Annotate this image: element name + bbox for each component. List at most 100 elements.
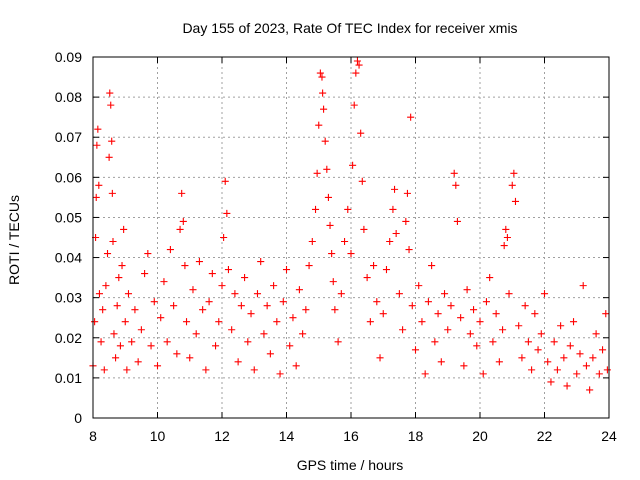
- data-point: [186, 354, 194, 362]
- axis-ticks: [92, 56, 610, 419]
- data-point: [295, 286, 303, 294]
- data-point: [470, 306, 478, 314]
- data-point: [157, 314, 165, 322]
- data-point: [492, 310, 500, 318]
- data-point: [349, 161, 357, 169]
- data-point: [218, 282, 226, 290]
- data-point: [95, 181, 103, 189]
- data-point: [215, 318, 223, 326]
- data-point: [452, 181, 460, 189]
- data-point: [390, 185, 399, 193]
- data-point: [560, 354, 568, 362]
- data-point: [407, 113, 415, 121]
- data-point: [241, 274, 249, 282]
- data-point: [382, 266, 391, 274]
- data-point: [379, 310, 387, 318]
- data-point: [415, 282, 423, 290]
- data-point: [118, 262, 126, 270]
- data-point: [392, 229, 400, 238]
- x-tick-label: 22: [537, 428, 553, 444]
- data-point: [329, 278, 337, 286]
- data-point: [466, 330, 474, 338]
- data-point: [531, 310, 539, 318]
- data-point: [115, 274, 123, 282]
- data-point: [221, 177, 229, 185]
- data-point: [112, 354, 120, 362]
- y-tick-label: 0.01: [55, 370, 82, 386]
- data-point: [576, 350, 584, 358]
- data-point: [316, 69, 324, 77]
- x-tick-label: 16: [343, 428, 359, 444]
- data-point: [502, 225, 510, 234]
- data-point: [573, 370, 581, 378]
- x-tick-label: 14: [279, 428, 295, 444]
- data-point: [205, 298, 213, 306]
- data-point: [495, 358, 503, 366]
- data-point: [511, 197, 520, 205]
- data-point: [116, 342, 124, 350]
- data-point: [308, 237, 316, 246]
- scatter-points: [89, 57, 611, 394]
- data-point: [311, 205, 320, 213]
- data-point: [220, 233, 228, 242]
- data-point: [586, 386, 594, 394]
- data-point: [313, 169, 321, 177]
- data-point: [566, 342, 574, 350]
- data-point: [460, 362, 468, 370]
- data-point: [447, 302, 455, 310]
- data-point: [557, 322, 565, 330]
- data-point: [134, 358, 142, 366]
- data-point: [592, 330, 600, 338]
- data-point: [434, 310, 442, 318]
- data-point: [534, 346, 542, 354]
- data-point: [450, 169, 458, 177]
- data-point: [189, 286, 197, 294]
- data-point: [144, 249, 152, 258]
- data-point: [124, 290, 133, 298]
- data-point: [424, 298, 432, 306]
- data-point: [181, 262, 189, 270]
- data-point: [569, 318, 578, 326]
- data-point: [500, 241, 508, 250]
- data-point: [270, 282, 278, 290]
- data-point: [521, 302, 529, 310]
- y-tick-label: 0.05: [55, 209, 82, 225]
- data-point: [373, 298, 381, 306]
- data-point: [337, 290, 345, 298]
- data-point: [320, 105, 328, 113]
- data-point: [178, 189, 186, 197]
- data-point: [331, 306, 339, 314]
- data-point: [547, 378, 555, 386]
- data-point: [260, 330, 268, 338]
- y-tick-label: 0.07: [55, 129, 82, 145]
- data-point: [147, 342, 155, 350]
- grid: [93, 57, 609, 418]
- data-point: [160, 278, 168, 286]
- data-point: [489, 338, 497, 346]
- data-point: [402, 217, 410, 226]
- data-point: [319, 89, 327, 97]
- data-point: [305, 262, 313, 270]
- data-point: [302, 306, 310, 314]
- data-point: [113, 302, 121, 310]
- data-point: [150, 298, 158, 306]
- data-point: [347, 249, 355, 258]
- data-point: [282, 266, 291, 274]
- data-point: [505, 290, 513, 298]
- y-tick-label: 0.06: [55, 169, 82, 185]
- data-point: [279, 298, 287, 306]
- x-tick-label: 24: [601, 428, 617, 444]
- data-point: [366, 318, 374, 326]
- data-point: [508, 181, 516, 189]
- data-point: [163, 338, 171, 346]
- y-tick-labels: 0 0.01 0.02 0.03 0.04 0.05 0.06 0.07 0.08 0.09: [55, 49, 82, 426]
- data-point: [107, 101, 115, 109]
- data-point: [141, 270, 149, 278]
- y-tick-label: 0.03: [55, 290, 82, 306]
- x-tick-label: 10: [150, 428, 166, 444]
- data-point: [192, 330, 200, 338]
- x-tick-label: 18: [408, 428, 424, 444]
- data-point: [395, 290, 403, 298]
- data-point: [399, 326, 407, 334]
